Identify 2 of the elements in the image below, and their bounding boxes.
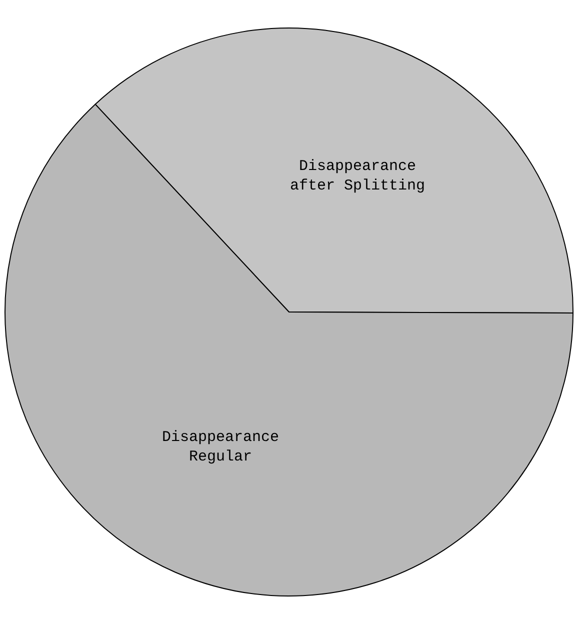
slice-label: Disappearance Regular	[162, 429, 280, 466]
slice-label: Disappearance after Splitting	[290, 158, 426, 194]
